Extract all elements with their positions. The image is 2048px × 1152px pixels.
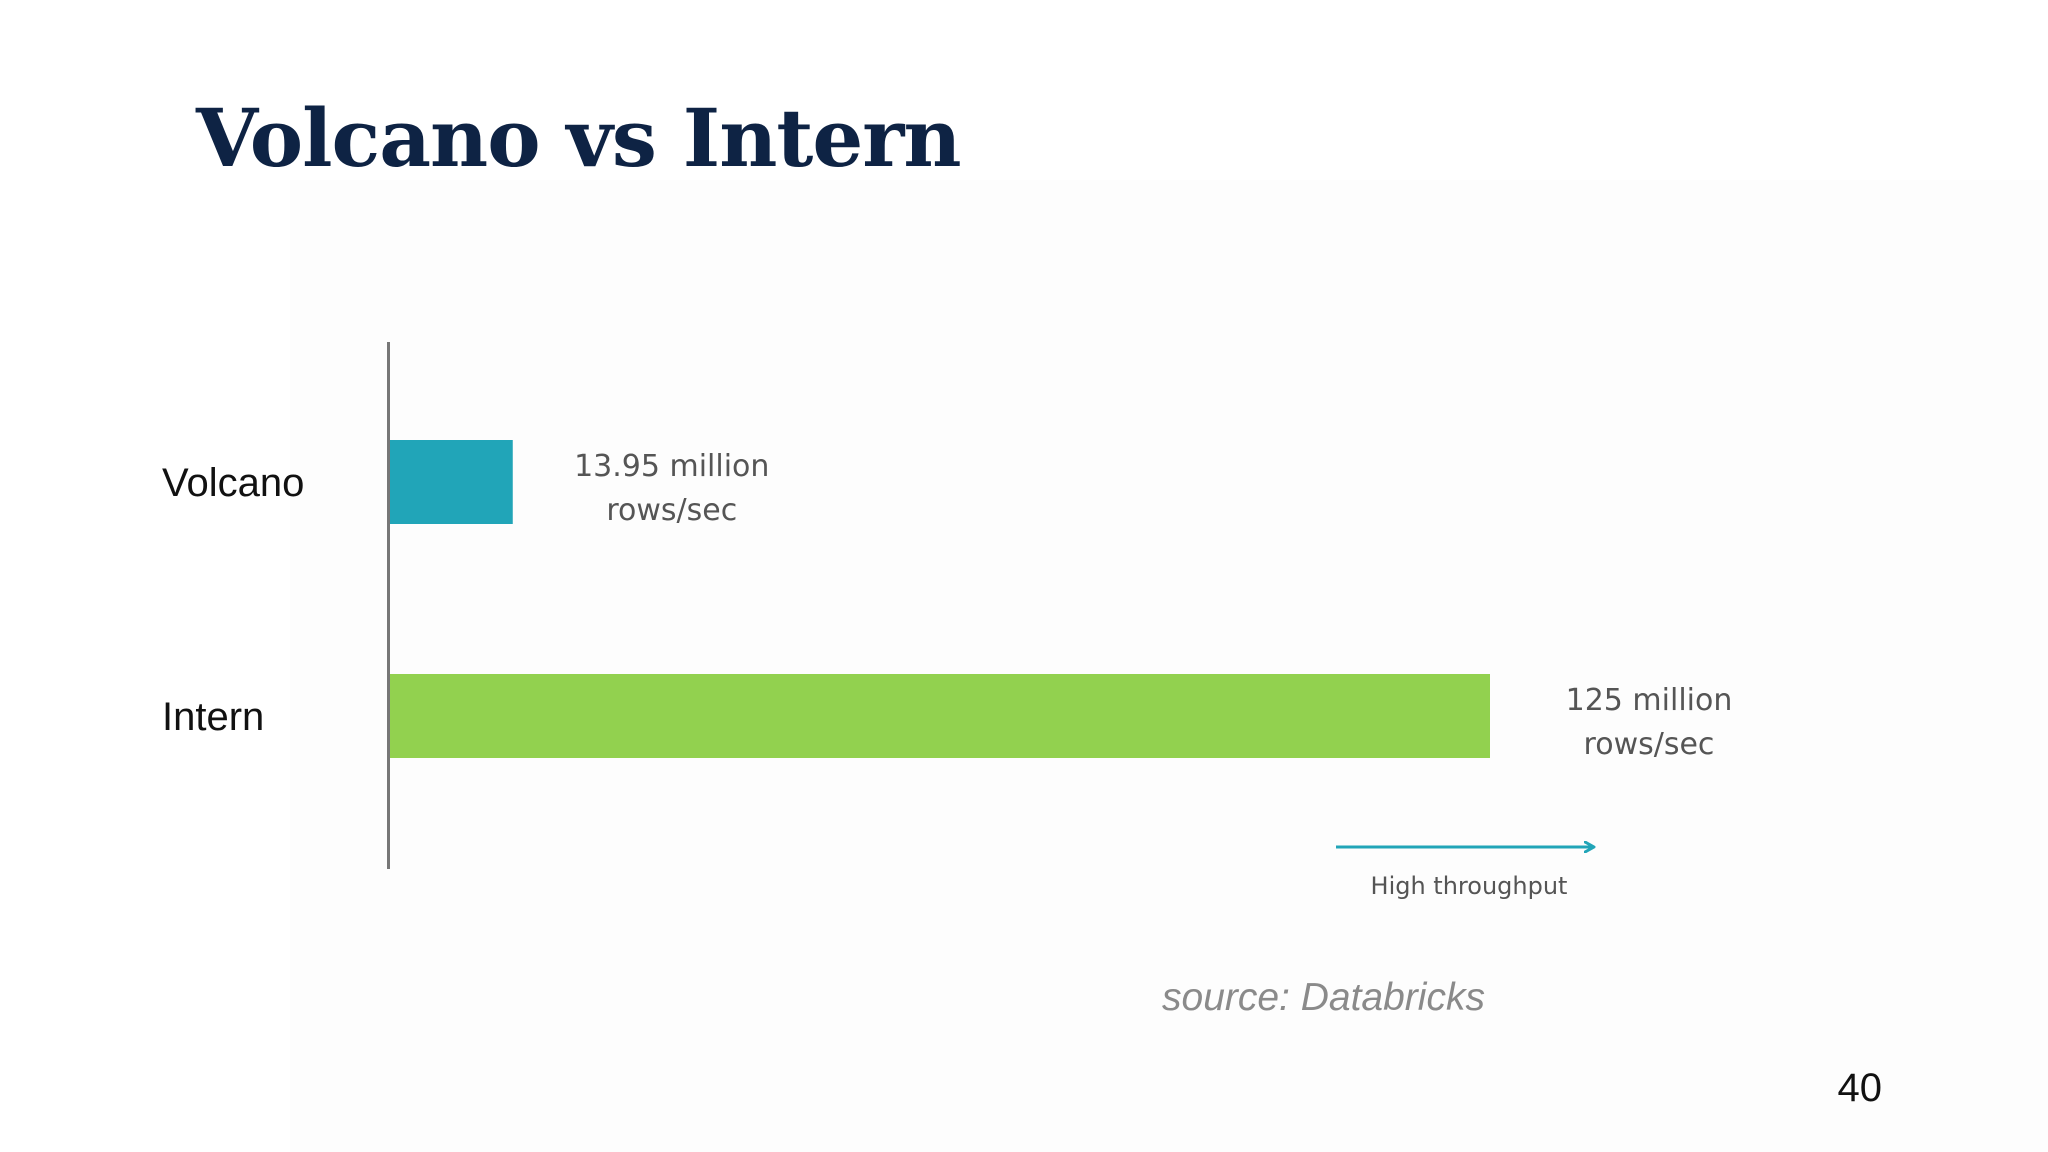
slide-title: Volcano vs Intern	[196, 91, 962, 185]
bar-intern	[390, 674, 1490, 758]
category-label-intern: Intern	[162, 695, 264, 739]
category-label-volcano: Volcano	[162, 461, 304, 505]
value-label-intern: 125 million rows/sec	[1566, 683, 1733, 762]
value-label-line: rows/sec	[1584, 727, 1715, 762]
value-label-line: 125 million	[1566, 683, 1733, 718]
page-number: 40	[1837, 1066, 1883, 1110]
bar-volcano	[390, 440, 513, 524]
value-label-volcano: 13.95 million rows/sec	[574, 449, 769, 528]
high-throughput-label: High throughput	[1371, 872, 1568, 900]
source-citation: source: Databricks	[1162, 976, 1485, 1019]
value-label-line: 13.95 million	[574, 449, 769, 484]
chart-background-panel	[290, 180, 2048, 1152]
value-label-line: rows/sec	[606, 493, 737, 528]
